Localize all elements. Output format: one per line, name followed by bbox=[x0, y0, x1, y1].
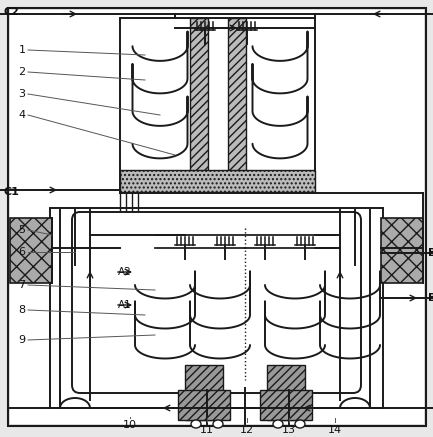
Bar bbox=[260, 390, 312, 420]
Text: 3: 3 bbox=[19, 89, 26, 99]
Text: B1: B1 bbox=[428, 293, 433, 303]
Bar bbox=[185, 365, 223, 420]
Text: 1: 1 bbox=[19, 45, 26, 55]
Text: 5: 5 bbox=[19, 225, 26, 235]
Ellipse shape bbox=[213, 420, 223, 428]
Text: 11: 11 bbox=[200, 425, 214, 435]
Text: 12: 12 bbox=[240, 425, 254, 435]
Text: 8: 8 bbox=[19, 305, 26, 315]
Text: 6: 6 bbox=[19, 247, 26, 257]
Text: A1: A1 bbox=[118, 300, 132, 310]
Bar bbox=[50, 208, 383, 408]
Bar bbox=[190, 18, 208, 173]
Bar bbox=[381, 218, 423, 283]
Text: 7: 7 bbox=[19, 280, 26, 290]
Bar bbox=[120, 170, 315, 192]
Ellipse shape bbox=[273, 420, 283, 428]
Bar bbox=[228, 18, 246, 173]
Text: 4: 4 bbox=[19, 110, 26, 120]
Text: 9: 9 bbox=[19, 335, 26, 345]
Bar bbox=[120, 18, 315, 193]
Text: 14: 14 bbox=[328, 425, 342, 435]
FancyBboxPatch shape bbox=[72, 212, 361, 393]
Text: 10: 10 bbox=[123, 420, 137, 430]
Text: A2: A2 bbox=[118, 267, 132, 277]
Ellipse shape bbox=[295, 420, 305, 428]
Text: B2: B2 bbox=[428, 248, 433, 258]
Bar bbox=[178, 390, 230, 420]
Bar bbox=[267, 365, 305, 420]
Bar bbox=[10, 218, 52, 283]
Text: C1: C1 bbox=[3, 187, 19, 197]
Ellipse shape bbox=[191, 420, 201, 428]
Text: 2: 2 bbox=[19, 67, 26, 77]
Text: C2: C2 bbox=[3, 7, 19, 17]
Text: 13: 13 bbox=[282, 425, 296, 435]
